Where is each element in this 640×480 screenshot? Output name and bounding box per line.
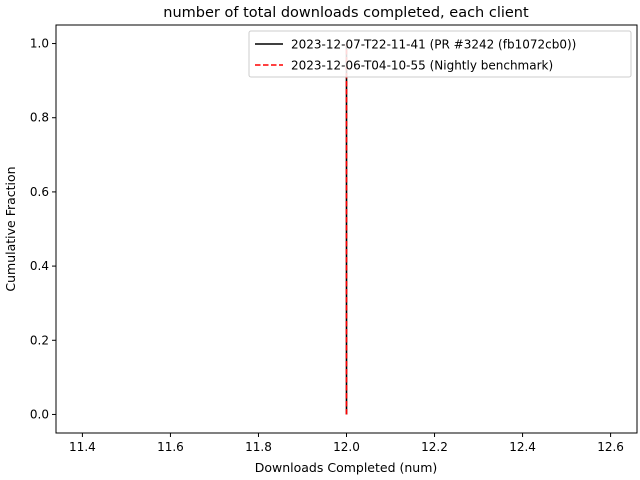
y-tick-label: 0.2 [30,333,49,347]
y-tick-label: 0.8 [30,111,49,125]
chart-title: number of total downloads completed, eac… [163,5,529,21]
y-tick-label: 0.0 [30,407,49,421]
x-tick-label: 11.8 [245,440,272,454]
tick-layer: 11.4 11.6 11.8 12.0 12.2 12.4 12.6 0.0 0.2 0.4 0.6… [30,37,624,454]
legend: 2023-12-07-T22-11-41 (PR #3242 (fb1072cb… [248,30,632,78]
y-tick-label: 1.0 [30,37,49,51]
y-tick-label: 0.6 [30,185,49,199]
legend-label-1: 2023-12-07-T22-11-41 (PR #3242 (fb1072cb… [291,38,576,52]
x-tick-label: 12.6 [597,440,624,454]
x-tick-label: 11.6 [157,440,184,454]
x-tick-label: 11.4 [69,440,96,454]
x-tick-label: 12.4 [509,440,536,454]
legend-box [248,30,632,78]
x-tick-label: 12.0 [333,440,360,454]
y-axis-label: Cumulative Fraction [3,166,18,291]
x-axis-label: Downloads Completed (num) [255,460,438,475]
y-tick-label: 0.4 [30,259,49,273]
x-tick-label: 12.2 [421,440,448,454]
legend-label-2: 2023-12-06-T04-10-55 (Nightly benchmark) [291,59,553,73]
plot-frame [55,24,638,434]
